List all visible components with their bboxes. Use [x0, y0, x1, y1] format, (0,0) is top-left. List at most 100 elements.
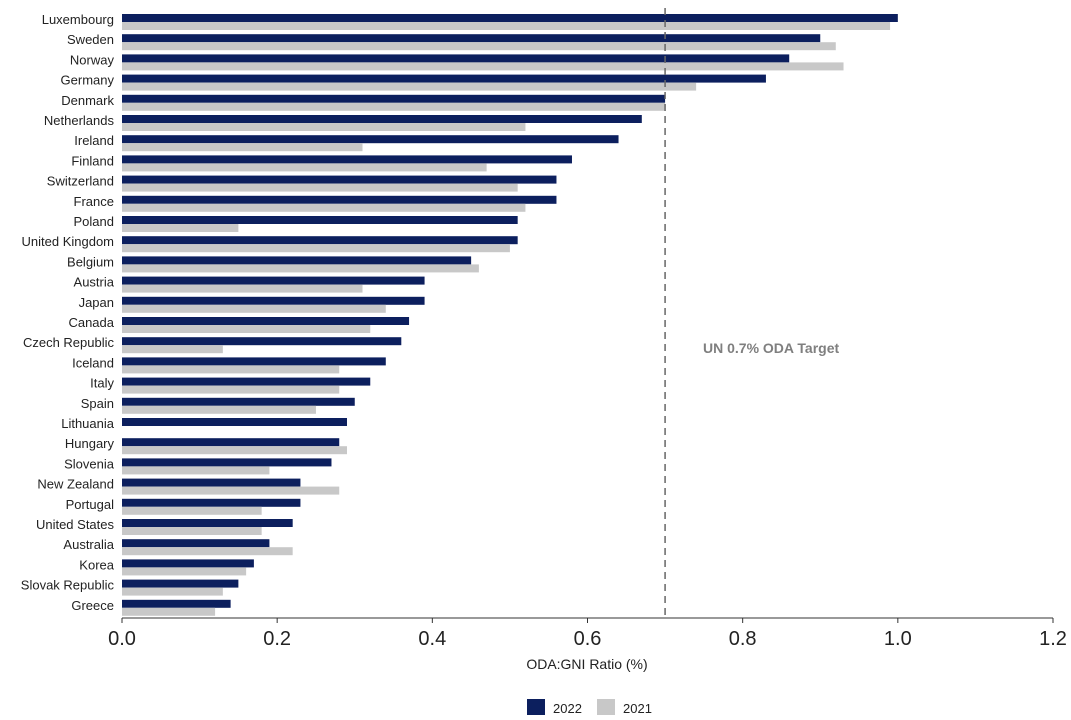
bar-2022-austria [122, 277, 425, 285]
bar-2022-poland [122, 216, 518, 224]
bar-2022-lithuania [122, 418, 347, 426]
category-label: Iceland [72, 355, 114, 370]
bar-2021-japan [122, 305, 386, 313]
bar-2021-iceland [122, 365, 339, 373]
bar-2021-hungary [122, 446, 347, 454]
category-label: Lithuania [61, 416, 115, 431]
bar-2022-sweden [122, 34, 820, 42]
bar-2021-finland [122, 163, 487, 171]
legend-swatch-2021 [597, 699, 615, 715]
category-label: Greece [71, 598, 114, 613]
bar-2021-portugal [122, 507, 262, 515]
category-label: United States [36, 517, 115, 532]
category-label: Belgium [67, 254, 114, 269]
bar-2021-austria [122, 285, 363, 293]
category-label: Hungary [65, 436, 115, 451]
reference-layer: UN 0.7% ODA Target [665, 8, 839, 618]
bar-2021-spain [122, 406, 316, 414]
bar-2022-korea [122, 559, 254, 567]
category-label: Netherlands [44, 113, 115, 128]
category-label: Finland [71, 153, 114, 168]
bar-2022-belgium [122, 256, 471, 264]
bar-2021-germany [122, 83, 696, 91]
bar-2021-greece [122, 608, 215, 616]
category-label: Australia [63, 537, 114, 552]
bar-2021-united-kingdom [122, 244, 510, 252]
category-label: Portugal [66, 497, 115, 512]
bar-2022-united-kingdom [122, 236, 518, 244]
category-label: Switzerland [47, 174, 114, 189]
x-tick-label: 0.0 [108, 628, 136, 650]
bar-2021-new-zealand [122, 487, 339, 495]
category-label: Austria [74, 275, 115, 290]
bar-2022-finland [122, 155, 572, 163]
bar-2021-poland [122, 224, 238, 232]
category-label: Canada [68, 315, 114, 330]
legend-label-2021: 2021 [623, 701, 652, 715]
bar-2022-netherlands [122, 115, 642, 123]
category-label: Poland [74, 214, 114, 229]
bar-2021-switzerland [122, 184, 518, 192]
bar-2021-denmark [122, 103, 665, 111]
target-reference-label: UN 0.7% ODA Target [703, 340, 839, 356]
category-label: Spain [81, 396, 114, 411]
x-axis-title: ODA:GNI Ratio (%) [526, 656, 647, 672]
legend-label-2022: 2022 [553, 701, 582, 715]
x-tick-label: 0.6 [574, 628, 602, 650]
x-tick-label: 0.2 [263, 628, 291, 650]
bar-2022-switzerland [122, 176, 556, 184]
bar-2021-italy [122, 386, 339, 394]
category-label: France [74, 194, 114, 209]
legend: 2022 2021 [527, 699, 652, 715]
bar-2022-slovenia [122, 458, 331, 466]
category-label: Luxembourg [42, 12, 114, 27]
bar-2022-canada [122, 317, 409, 325]
bar-2021-france [122, 204, 525, 212]
category-label: Sweden [67, 32, 114, 47]
category-label: Czech Republic [23, 335, 115, 350]
category-label: Japan [79, 295, 114, 310]
category-label: New Zealand [37, 477, 114, 492]
category-label: Italy [90, 376, 114, 391]
category-label: Ireland [74, 133, 114, 148]
bar-2022-united-states [122, 519, 293, 527]
category-label: Denmark [61, 93, 114, 108]
bar-2022-italy [122, 378, 370, 386]
bar-2021-canada [122, 325, 370, 333]
bar-2021-slovak-republic [122, 588, 223, 596]
x-tick-label: 0.4 [418, 628, 446, 650]
bar-2022-hungary [122, 438, 339, 446]
category-label: Slovak Republic [21, 578, 115, 593]
bar-2022-ireland [122, 135, 619, 143]
bar-2021-united-states [122, 527, 262, 535]
bar-2021-belgium [122, 264, 479, 272]
bar-2022-spain [122, 398, 355, 406]
bar-2021-czech-republic [122, 345, 223, 353]
x-tick-label: 1.0 [884, 628, 912, 650]
category-labels: Luxembourg Sweden Norway Germany Denmark Neth… [21, 12, 115, 613]
x-tick-label: 0.8 [729, 628, 757, 650]
bar-2022-czech-republic [122, 337, 401, 345]
bar-2022-iceland [122, 357, 386, 365]
category-label: Norway [70, 52, 115, 67]
category-label: Korea [79, 557, 114, 572]
bar-2022-australia [122, 539, 269, 547]
bar-2021-sweden [122, 42, 836, 50]
bar-2022-japan [122, 297, 425, 305]
bar-2021-slovenia [122, 466, 269, 474]
bar-2022-germany [122, 75, 766, 83]
bar-2021-norway [122, 62, 844, 70]
x-tick-label: 1.2 [1039, 628, 1067, 650]
category-label: Slovenia [64, 456, 115, 471]
bar-2022-slovak-republic [122, 580, 238, 588]
bar-2022-greece [122, 600, 231, 608]
category-label: Germany [61, 73, 115, 88]
bar-2021-luxembourg [122, 22, 890, 30]
legend-swatch-2022 [527, 699, 545, 715]
bar-2022-denmark [122, 95, 665, 103]
bar-2021-ireland [122, 143, 363, 151]
bar-2021-netherlands [122, 123, 525, 131]
bar-2021-korea [122, 567, 246, 575]
